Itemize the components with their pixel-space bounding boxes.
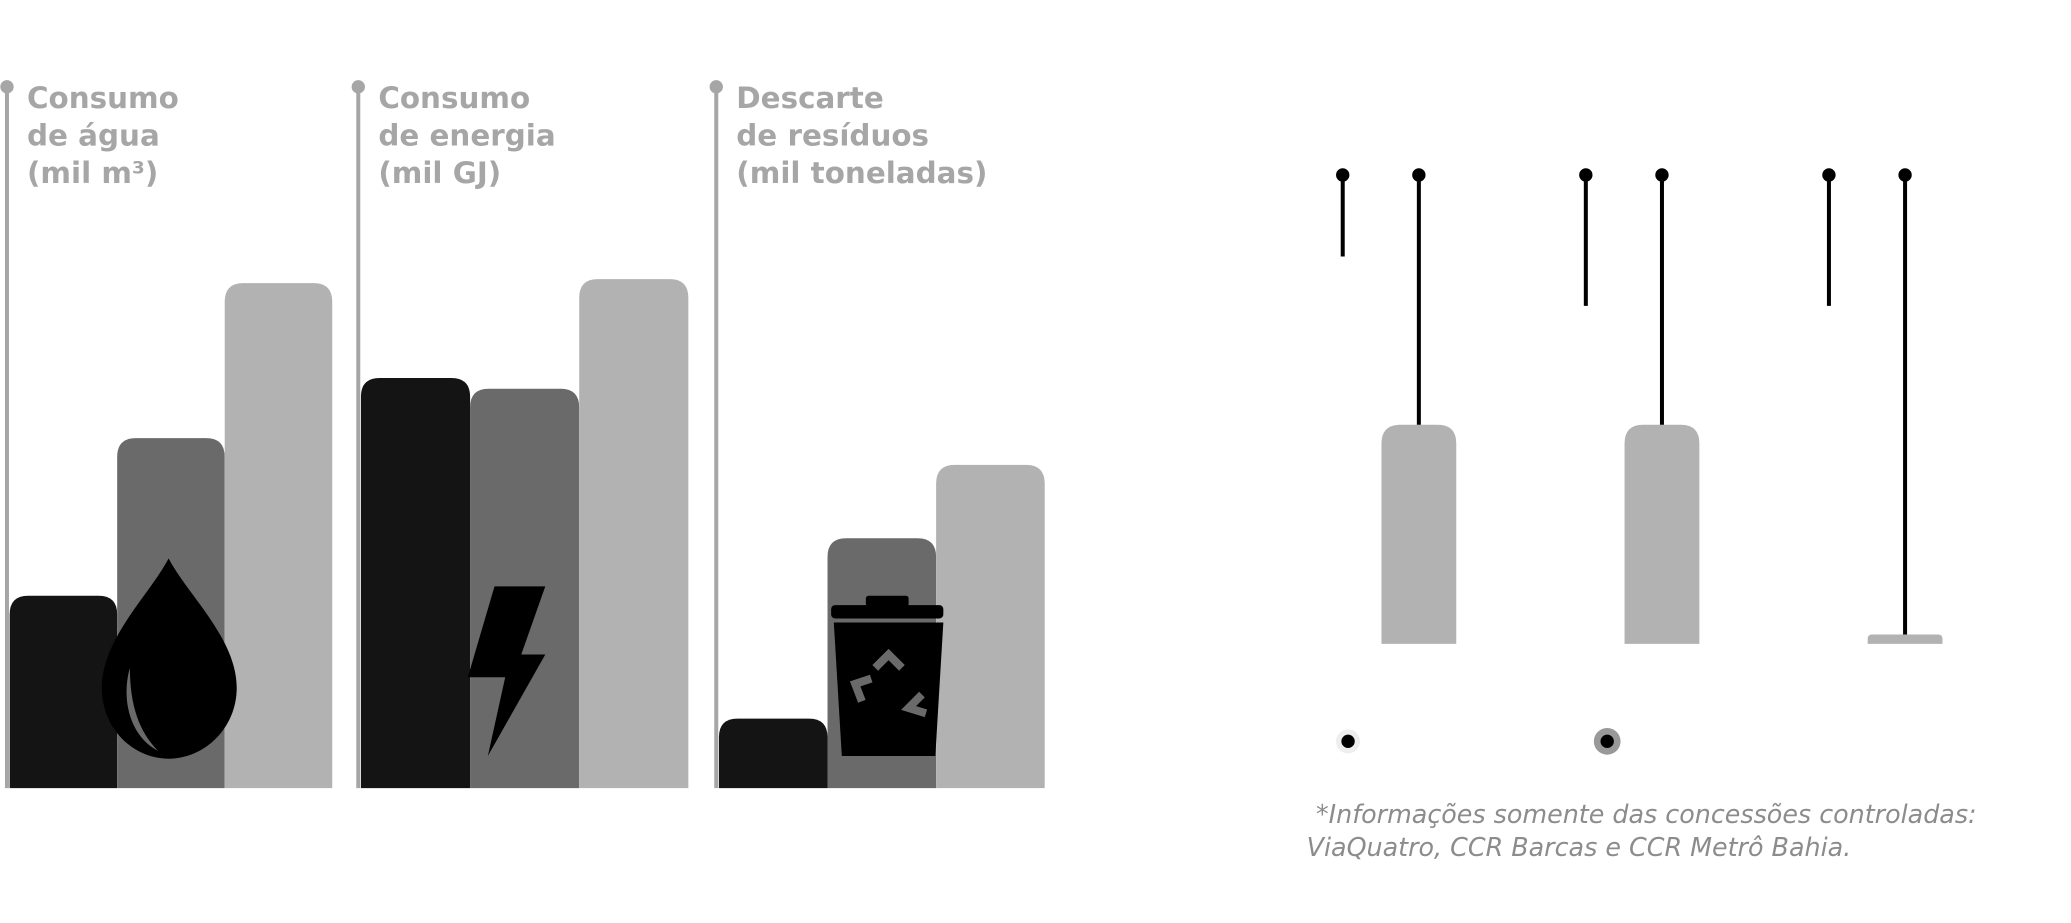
bar (936, 464, 1045, 789)
bar (224, 283, 333, 789)
panel-title: Consumo (27, 81, 179, 115)
bar (9, 595, 118, 789)
bar (1381, 424, 1457, 644)
panel-title: Consumo (378, 81, 530, 115)
right-stems (1340, 174, 1908, 635)
panel-title: Descarte (736, 81, 883, 115)
panel-title: de energia (378, 119, 555, 153)
bolt-icon (467, 586, 546, 757)
legend-dots (1336, 727, 1621, 755)
footnote: ViaQuatro, CCR Barcas e CCR Metrô Bahia. (1307, 832, 1852, 862)
right-stem-dots (1336, 168, 1912, 182)
bar (360, 378, 471, 789)
panel-title: (mil m³) (27, 156, 158, 190)
trash-icon (831, 595, 944, 757)
bar (718, 718, 828, 789)
panel-title: (mil toneladas) (736, 156, 987, 190)
water-drop-highlight (126, 667, 158, 751)
footnote: *Informações somente das concessões cont… (1316, 799, 1977, 829)
bar (1867, 634, 1943, 644)
bar (579, 279, 689, 789)
water-drop-icon (101, 558, 237, 759)
bar (1624, 424, 1700, 644)
panel-title: de resíduos (736, 119, 929, 153)
panel-title: de água (27, 119, 160, 153)
panel-title: (mil GJ) (378, 156, 501, 190)
